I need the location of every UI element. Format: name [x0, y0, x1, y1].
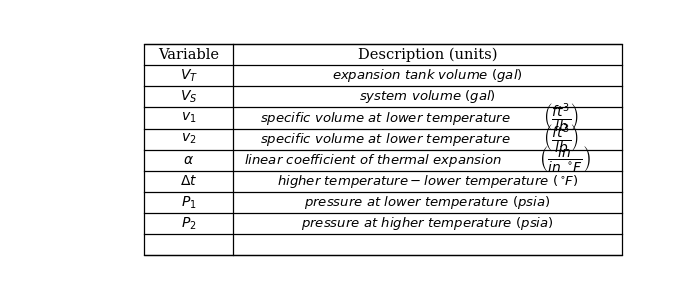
Text: $\Delta t$: $\Delta t$ [180, 174, 197, 188]
Text: Variable: Variable [158, 48, 219, 62]
Text: $\left(\dfrac{ft^3}{lb}\right)$: $\left(\dfrac{ft^3}{lb}\right)$ [543, 101, 580, 135]
Text: $\left(\dfrac{in}{in\ {^\circ\!F}}\right)$: $\left(\dfrac{in}{in\ {^\circ\!F}}\right… [540, 145, 592, 175]
Text: $v_2$: $v_2$ [181, 132, 196, 146]
Text: Description (units): Description (units) [358, 47, 497, 62]
Text: $\mathit{specific\ volume\ at\ lower\ temperature}$: $\mathit{specific\ volume\ at\ lower\ te… [260, 131, 511, 148]
Text: $\mathit{pressure\ at\ lower\ temperature\ (psia)}$: $\mathit{pressure\ at\ lower\ temperatur… [304, 194, 551, 211]
Text: $V_S$: $V_S$ [180, 89, 197, 105]
Text: $\left(\dfrac{ft^3}{lb}\right)$: $\left(\dfrac{ft^3}{lb}\right)$ [543, 122, 580, 156]
Text: $\mathit{system\ volume\ (gal)}$: $\mathit{system\ volume\ (gal)}$ [359, 88, 496, 105]
Bar [144, 44, 622, 256]
Text: $\mathit{specific\ volume\ at\ lower\ temperature}$: $\mathit{specific\ volume\ at\ lower\ te… [260, 110, 511, 126]
Text: $P_2$: $P_2$ [181, 215, 197, 232]
Text: $\mathit{higher\ temperature} - \mathit{lower\ temperature\ ({}^\circ\!F)}$: $\mathit{higher\ temperature} - \mathit{… [276, 173, 578, 190]
Text: $V_T$: $V_T$ [180, 67, 197, 84]
Text: $\alpha$: $\alpha$ [183, 153, 194, 167]
Text: $\mathit{pressure\ at\ higher\ temperature\ (psia)}$: $\mathit{pressure\ at\ higher\ temperatu… [301, 215, 554, 232]
Text: $\mathit{expansion\ tank\ volume\ (gal)}$: $\mathit{expansion\ tank\ volume\ (gal)}… [332, 67, 523, 84]
Text: $P_1$: $P_1$ [181, 194, 197, 211]
Text: $\mathit{linear\ coefficient\ of\ thermal\ expansion}$: $\mathit{linear\ coefficient\ of\ therma… [244, 152, 502, 169]
Text: $v_1$: $v_1$ [181, 111, 197, 125]
